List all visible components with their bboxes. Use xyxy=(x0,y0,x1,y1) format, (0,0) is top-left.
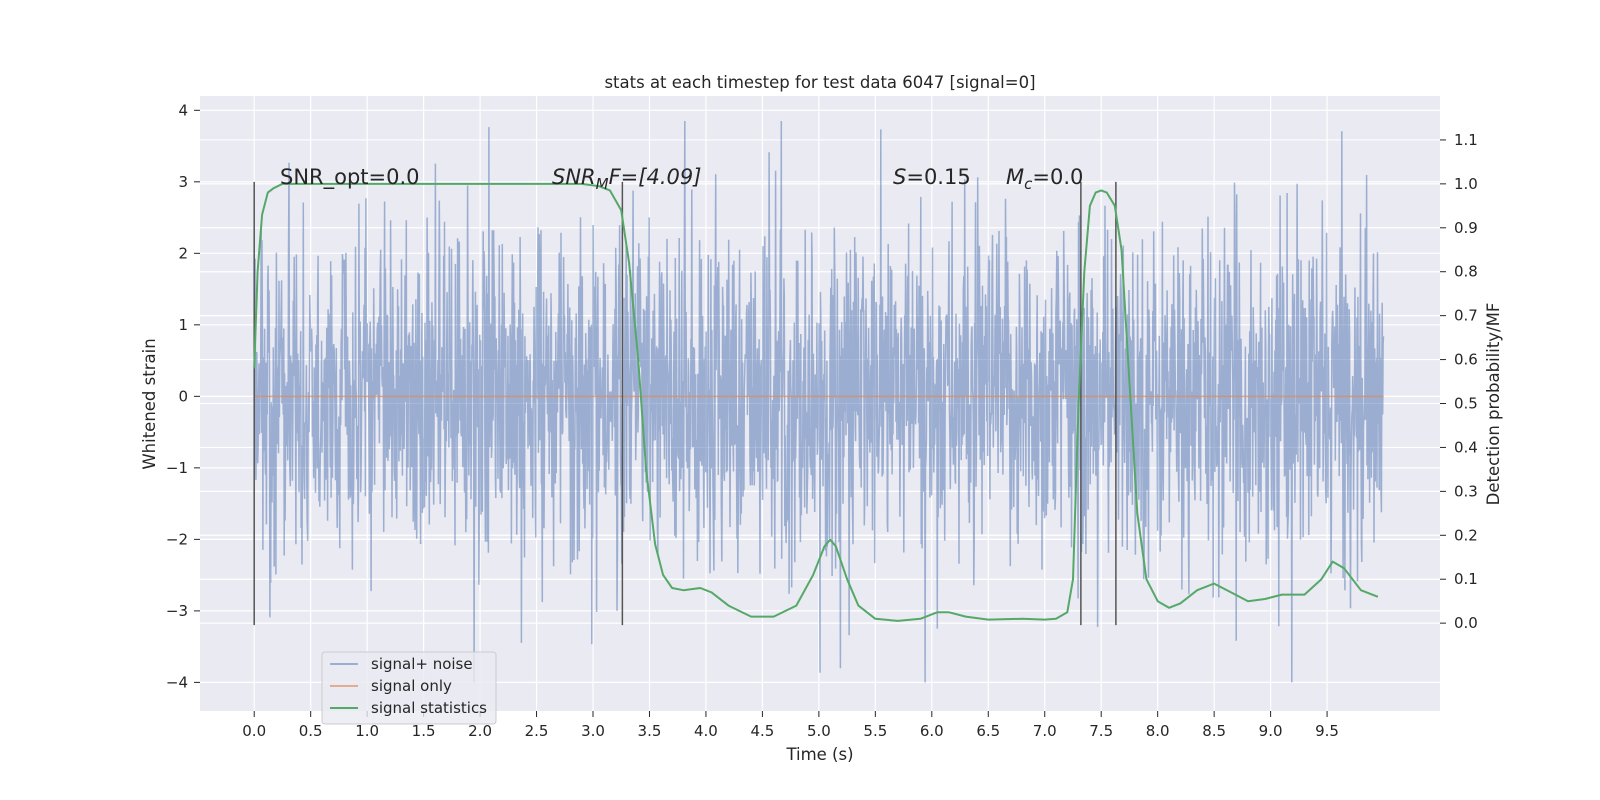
annotation-mc: Mc=0.0 xyxy=(1006,165,1083,193)
x-tick-label: 6.0 xyxy=(920,722,944,740)
x-tick-label: 7.0 xyxy=(1033,722,1057,740)
x-tick-label: 1.5 xyxy=(412,722,436,740)
y2-tick-label: 0.7 xyxy=(1454,307,1478,325)
x-tick-label: 7.5 xyxy=(1089,722,1113,740)
x-tick-label: 1.0 xyxy=(355,722,379,740)
x-tick-label: 4.0 xyxy=(694,722,718,740)
y2-tick-label: 0.9 xyxy=(1454,219,1478,237)
annotation-snr-mf-rest: F=[4.09] xyxy=(609,165,702,189)
legend-label-signal-statistics: signal statistics xyxy=(371,699,487,717)
y-tick-label: 4 xyxy=(178,101,188,119)
y2-tick-label: 0.2 xyxy=(1454,526,1478,544)
x-tick-label: 3.0 xyxy=(581,722,605,740)
y2-tick-label: 1.1 xyxy=(1454,131,1478,149)
annotation-mc-base: M xyxy=(1006,165,1024,189)
x-tick-label: 5.0 xyxy=(807,722,831,740)
x-tick-label: 9.5 xyxy=(1315,722,1339,740)
y2-axis-label: Detection probability/MF xyxy=(1484,303,1503,506)
series-signal-noise xyxy=(253,120,1385,683)
series-signal-statistics xyxy=(253,182,1379,622)
annotation-snr-mf-base: SNR xyxy=(552,165,596,189)
x-tick-label: 0.0 xyxy=(242,722,266,740)
legend-label-signal-only: signal only xyxy=(371,677,452,695)
vertical-markers xyxy=(253,181,1117,626)
y2-tick-label: 0.4 xyxy=(1454,438,1478,456)
y-tick-label: 0 xyxy=(178,387,188,405)
legend-box xyxy=(321,651,497,725)
signal-noise-line xyxy=(253,120,1385,683)
y2-axis-ticks: 1.1 1.0 0.9 0.8 0.7 0.6 0.5 0.4 0.3 0.2 0.1 0.0 xyxy=(1440,131,1478,632)
x-tick-label: 8.0 xyxy=(1146,722,1170,740)
x-axis-label: Time (s) xyxy=(785,745,853,764)
x-tick-label: 2.0 xyxy=(468,722,492,740)
y-axis-ticks: 4 3 2 1 0 −1 −2 −3 −4 xyxy=(166,101,200,691)
signal-statistics-line xyxy=(253,182,1379,622)
annotation-s: S=0.15 xyxy=(893,165,971,189)
x-tick-label: 4.5 xyxy=(750,722,774,740)
x-tick-label: 2.5 xyxy=(525,722,549,740)
y-tick-label: 2 xyxy=(178,244,188,262)
y2-tick-label: 0.8 xyxy=(1454,263,1478,281)
annotation-mc-value: =0.0 xyxy=(1032,165,1083,189)
y-tick-label: −4 xyxy=(166,673,188,691)
x-tick-label: 3.5 xyxy=(638,722,662,740)
y-tick-label: −1 xyxy=(166,459,188,477)
x-tick-label: 6.5 xyxy=(976,722,1000,740)
x-tick-label: 8.5 xyxy=(1202,722,1226,740)
chart-title: stats at each timestep for test data 604… xyxy=(604,73,1035,92)
y2-tick-label: 0.3 xyxy=(1454,482,1478,500)
y-tick-label: −3 xyxy=(166,602,188,620)
y2-tick-label: 0.6 xyxy=(1454,351,1478,369)
annotation-s-label: S xyxy=(893,165,906,189)
legend-label-signal-noise: signal+ noise xyxy=(371,655,473,673)
x-tick-label: 0.5 xyxy=(299,722,323,740)
y-tick-label: 3 xyxy=(178,173,188,191)
legend: signal+ noise signal only signal statist… xyxy=(321,651,497,725)
annotation-s-value: =0.15 xyxy=(906,165,970,189)
x-tick-label: 5.5 xyxy=(863,722,887,740)
annotation-mc-sub: c xyxy=(1024,175,1033,193)
y2-tick-label: 1.0 xyxy=(1454,175,1478,193)
y2-tick-label: 0.1 xyxy=(1454,570,1478,588)
annotation-snr-opt: SNR_opt=0.0 xyxy=(280,165,420,190)
y2-tick-label: 0.5 xyxy=(1454,395,1478,413)
annotation-snr-mf-sub: M xyxy=(596,175,609,193)
x-tick-label: 9.0 xyxy=(1259,722,1283,740)
x-axis-ticks: 0.0 0.5 1.0 1.5 2.0 2.5 3.0 3.5 4.0 4.5 5.0 5.5 6.0 6… xyxy=(242,711,1339,740)
y2-tick-label: 0.0 xyxy=(1454,614,1478,632)
y-tick-label: −2 xyxy=(166,530,188,548)
annotation-snr-mf: SNRMF=[4.09] xyxy=(552,165,701,193)
y-axis-label: Whitened strain xyxy=(140,338,159,469)
y-tick-label: 1 xyxy=(178,316,188,334)
